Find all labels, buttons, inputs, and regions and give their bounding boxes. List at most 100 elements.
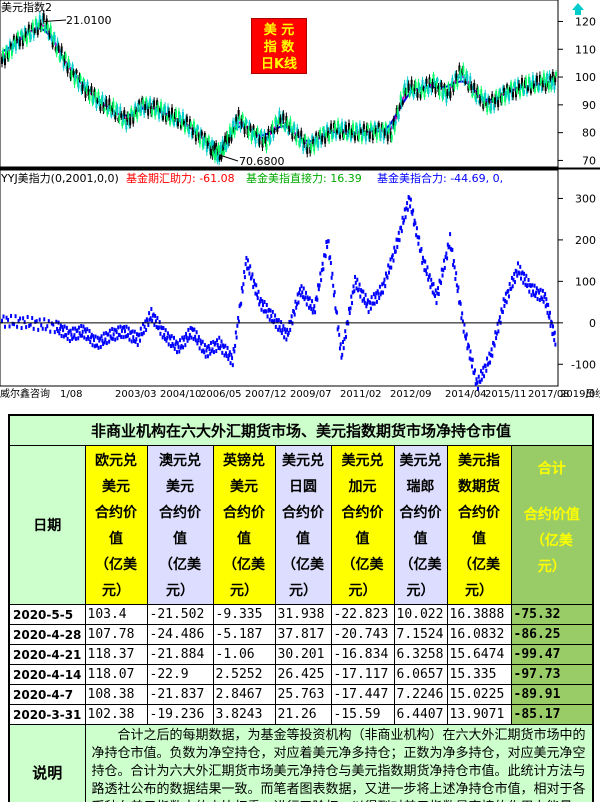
force-point xyxy=(282,324,285,329)
price-candle-body xyxy=(222,151,225,155)
price-candle-body xyxy=(279,117,282,124)
force-point xyxy=(448,244,451,249)
price-candle-body xyxy=(243,127,246,134)
price-candle-body xyxy=(484,92,487,99)
force-point xyxy=(14,314,17,319)
price-candle-body xyxy=(263,131,266,137)
price-candle-body xyxy=(324,136,327,144)
force-point xyxy=(418,235,421,240)
force-point xyxy=(319,271,322,276)
force-point xyxy=(401,215,404,220)
force-point xyxy=(543,294,546,299)
force-point xyxy=(480,377,483,382)
price-candle-body xyxy=(108,98,111,106)
force-point xyxy=(397,237,400,242)
force-point xyxy=(246,258,249,263)
force-point xyxy=(76,328,79,333)
force-point xyxy=(102,341,105,346)
force-point xyxy=(504,298,507,303)
price-candle-body xyxy=(453,84,456,89)
force-point xyxy=(487,361,490,366)
force-point xyxy=(185,332,188,337)
force-point xyxy=(545,297,548,302)
force-point xyxy=(363,300,366,305)
column-header-aud: 澳元兑 美元 合约价值 （亿美 元） xyxy=(146,445,214,605)
price-candle-body xyxy=(88,94,91,101)
price-candle-body xyxy=(510,82,513,88)
force-tick-label: -100 xyxy=(571,358,596,371)
price-candle-body xyxy=(120,113,123,118)
price-candle-body xyxy=(171,107,174,115)
scroll-up-arrow[interactable] xyxy=(572,3,584,10)
force-point xyxy=(84,329,87,334)
force-point xyxy=(416,235,419,240)
price-candle-body xyxy=(299,136,302,144)
force-point xyxy=(523,271,526,276)
force-point xyxy=(105,331,108,336)
price-candle-body xyxy=(18,39,21,47)
price-candle-body xyxy=(464,80,467,84)
price-candle-body xyxy=(27,24,30,31)
force-point xyxy=(500,307,503,312)
force-point xyxy=(358,282,361,287)
price-candle-body xyxy=(84,90,87,98)
price-candle-body xyxy=(393,125,396,132)
price-candle-body xyxy=(306,146,309,154)
price-candle-body xyxy=(70,70,73,78)
table-row: 2020-5-5 103.4 -21.502 -9.335 31.938 -22.823 1… xyxy=(8,604,594,625)
price-candle-body xyxy=(300,130,303,137)
force-point xyxy=(192,336,195,341)
cell-dxy: 15.6474 xyxy=(446,644,512,665)
price-candle-body xyxy=(381,124,384,131)
price-candle-body xyxy=(212,142,215,147)
column-header-jpy: 美元兑 日圆 合约价值 （亿美 元） xyxy=(274,445,332,605)
price-candle-body xyxy=(106,110,109,115)
force-point xyxy=(381,282,384,287)
price-candle-body xyxy=(512,91,515,98)
price-candle-body xyxy=(74,72,77,79)
cell-gbp: -1.06 xyxy=(212,644,276,665)
force-point xyxy=(533,283,536,288)
force-point xyxy=(270,314,273,319)
force-point xyxy=(135,337,138,342)
column-header-chf: 美元兑 瑞郎 合约价值 （亿美 元） xyxy=(393,445,448,605)
force-point xyxy=(383,277,386,282)
force-point xyxy=(154,319,157,324)
force-point xyxy=(466,346,469,351)
price-candle-body xyxy=(376,124,379,131)
force-point xyxy=(305,290,308,295)
force-point xyxy=(143,324,146,329)
price-candle-body xyxy=(403,83,406,91)
price-candle-body xyxy=(402,88,405,94)
force-point xyxy=(10,313,13,318)
force-point xyxy=(351,290,354,295)
force-point xyxy=(501,309,504,314)
force-point xyxy=(513,272,516,277)
force-point xyxy=(107,332,110,337)
force-point xyxy=(167,342,170,347)
force-point xyxy=(482,365,485,370)
force-point xyxy=(157,325,160,330)
force-point xyxy=(34,319,37,324)
force-point xyxy=(530,293,533,298)
table-header-row: 日期 欧元兑 美元 合约价值（亿美 元） 澳元兑 美元 合约价值（亿美 元） 英镑兑 美元 合约价值（… xyxy=(8,445,594,605)
price-candle-body xyxy=(162,115,165,120)
force-point xyxy=(236,323,239,328)
price-candle-body xyxy=(82,78,85,82)
force-point xyxy=(535,290,538,295)
badge-line-3: 日K线 xyxy=(260,57,298,72)
force-point xyxy=(344,329,347,334)
price-candle-body xyxy=(327,130,330,138)
force-point xyxy=(356,277,359,282)
price-candle-body xyxy=(365,125,368,133)
price-candle-body xyxy=(25,37,28,44)
force-point xyxy=(280,331,283,336)
price-candle-body xyxy=(76,77,79,85)
price-candle-body xyxy=(289,119,292,126)
force-point xyxy=(212,350,215,355)
force-point xyxy=(139,338,142,343)
price-candle-body xyxy=(239,123,242,130)
price-candle-body xyxy=(264,136,267,144)
force-point xyxy=(136,343,139,348)
column-header-line: 欧元兑 xyxy=(95,453,137,469)
